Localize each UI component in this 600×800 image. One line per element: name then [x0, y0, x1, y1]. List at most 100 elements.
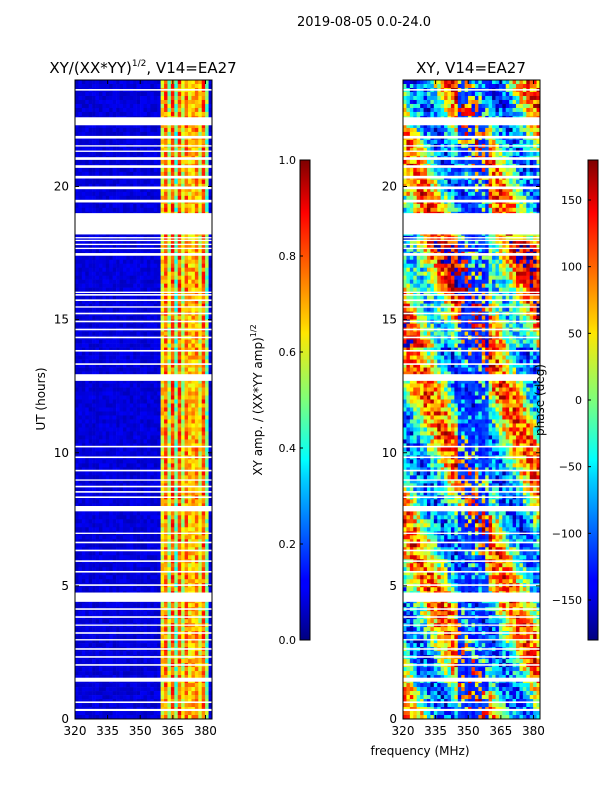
- amplitude-heatmap-cell: [140, 391, 144, 396]
- amplitude-heatmap-cell: [188, 123, 192, 129]
- amplitude-heatmap-cell: [160, 123, 165, 129]
- amplitude-heatmap-cell: [140, 423, 144, 428]
- amplitude-heatmap-cell: [85, 523, 89, 528]
- amplitude-heatmap-cell: [153, 351, 158, 356]
- amplitude-heatmap-cell: [95, 575, 100, 580]
- amplitude-heatmap-cell: [112, 575, 117, 580]
- amplitude-heatmap-cell: [153, 551, 158, 556]
- amplitude-heatmap-cell: [188, 391, 192, 396]
- amplitude-heatmap-cell: [126, 355, 131, 360]
- amplitude-heatmap-cell: [85, 395, 89, 400]
- amplitude-heatmap-cell: [167, 567, 172, 572]
- amplitude-heatmap-cell: [150, 411, 155, 416]
- amplitude-heatmap-cell: [88, 471, 93, 476]
- amplitude-heatmap-cell: [205, 259, 209, 265]
- amplitude-heatmap-cell: [184, 547, 189, 552]
- amplitude-heatmap-cell: [116, 483, 120, 488]
- amplitude-heatmap-cell: [177, 159, 182, 165]
- amplitude-heatmap-cell: [181, 435, 185, 440]
- amplitude-heatmap-cell: [191, 355, 196, 360]
- amplitude-heatmap-cell: [78, 127, 83, 133]
- amplitude-heatmap-cell: [191, 543, 196, 548]
- amplitude-heatmap-cell: [81, 147, 86, 153]
- amplitude-heatmap-cell: [191, 523, 196, 528]
- amplitude-heatmap-cell: [133, 451, 137, 456]
- amplitude-heatmap-cell: [129, 395, 134, 400]
- amplitude-heatmap-cell: [201, 479, 206, 484]
- amplitude-heatmap-cell: [119, 539, 124, 544]
- amplitude-heatmap-cell: [98, 91, 103, 97]
- amplitude-heatmap-cell: [146, 243, 151, 249]
- amplitude-heatmap-cell: [102, 83, 107, 89]
- amplitude-heatmap-cell: [160, 563, 165, 568]
- amplitude-heatmap-cell: [78, 423, 83, 428]
- amplitude-heatmap-cell: [109, 267, 113, 272]
- amplitude-heatmap-cell: [109, 147, 113, 153]
- amplitude-heatmap-cell: [205, 95, 209, 101]
- amplitude-heatmap-cell: [167, 195, 172, 201]
- amplitude-heatmap-cell: [205, 295, 209, 300]
- amplitude-heatmap-cell: [81, 563, 86, 568]
- amplitude-heatmap-cell: [119, 195, 124, 201]
- amplitude-heatmap-cell: [129, 80, 134, 85]
- amplitude-heatmap-cell: [126, 543, 131, 548]
- amplitude-heatmap-cell: [146, 423, 151, 428]
- amplitude-heatmap-cell: [143, 243, 148, 249]
- amplitude-heatmap-cell: [81, 307, 86, 312]
- amplitude-heatmap-cell: [105, 207, 110, 213]
- amplitude-heatmap-cell: [119, 323, 124, 328]
- amplitude-heatmap-cell: [143, 451, 148, 456]
- amplitude-heatmap-cell: [188, 431, 192, 436]
- amplitude-heatmap-cell: [78, 299, 83, 304]
- amplitude-heatmap-cell: [188, 91, 192, 97]
- amplitude-heatmap-cell: [208, 103, 212, 109]
- amplitude-heatmap-cell: [98, 399, 103, 404]
- amplitude-heatmap-cell: [160, 331, 165, 336]
- amplitude-heatmap-cell: [153, 411, 158, 416]
- amplitude-heatmap-cell: [201, 259, 206, 265]
- amplitude-heatmap-cell: [92, 511, 96, 516]
- amplitude-heatmap-cell: [95, 159, 100, 165]
- amplitude-heatmap-cell: [191, 527, 196, 532]
- amplitude-heatmap-cell: [160, 479, 165, 484]
- amplitude-heatmap-cell: [126, 207, 131, 213]
- amplitude-heatmap-cell: [85, 519, 89, 524]
- amplitude-heatmap-cell: [122, 443, 127, 448]
- amplitude-heatmap-cell: [129, 275, 134, 280]
- amplitude-heatmap-cell: [133, 463, 137, 468]
- amplitude-heatmap-cell: [184, 151, 189, 157]
- amplitude-heatmap-cell: [167, 283, 172, 288]
- amplitude-heatmap-cell: [188, 243, 192, 249]
- amplitude-heatmap-cell: [88, 111, 93, 117]
- amplitude-heatmap-cell: [188, 179, 192, 185]
- amplitude-heatmap-cell: [188, 167, 192, 173]
- amplitude-heatmap-cell: [102, 543, 107, 548]
- amplitude-heatmap-cell: [198, 275, 203, 280]
- amplitude-heatmap-cell: [116, 467, 120, 472]
- amplitude-heatmap-cell: [184, 367, 189, 372]
- amplitude-heatmap-cell: [194, 275, 199, 280]
- amplitude-heatmap-cell: [150, 575, 155, 580]
- amplitude-heatmap-cell: [201, 80, 206, 85]
- amplitude-heatmap-cell: [205, 367, 209, 372]
- amplitude-heatmap-cell: [205, 555, 209, 560]
- amplitude-heatmap-cell: [75, 131, 79, 137]
- amplitude-heatmap-cell: [112, 343, 117, 348]
- amplitude-heatmap-cell: [85, 399, 89, 404]
- amplitude-heatmap-cell: [109, 303, 113, 308]
- amplitude-heatmap-cell: [98, 151, 103, 157]
- amplitude-heatmap-cell: [188, 255, 192, 261]
- amplitude-heatmap-cell: [85, 271, 89, 276]
- amplitude-heatmap-cell: [116, 95, 120, 101]
- amplitude-heatmap-cell: [157, 391, 161, 396]
- amplitude-heatmap-cell: [78, 91, 83, 97]
- amplitude-heatmap-cell: [88, 419, 93, 424]
- amplitude-heatmap-cell: [81, 255, 86, 261]
- amplitude-heatmap-cell: [78, 179, 83, 185]
- amplitude-heatmap-cell: [150, 347, 155, 352]
- amplitude-heatmap-cell: [112, 359, 117, 364]
- amplitude-heatmap-cell: [129, 511, 134, 516]
- amplitude-heatmap-cell: [88, 355, 93, 360]
- amplitude-heatmap-cell: [191, 291, 196, 296]
- amplitude-heatmap-cell: [98, 127, 103, 133]
